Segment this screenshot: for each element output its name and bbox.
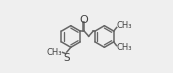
Text: CH₃: CH₃ bbox=[117, 43, 132, 52]
Text: S: S bbox=[63, 53, 70, 63]
Text: CH₃: CH₃ bbox=[117, 21, 132, 30]
Text: CH₃: CH₃ bbox=[47, 48, 62, 57]
Text: O: O bbox=[80, 15, 89, 25]
